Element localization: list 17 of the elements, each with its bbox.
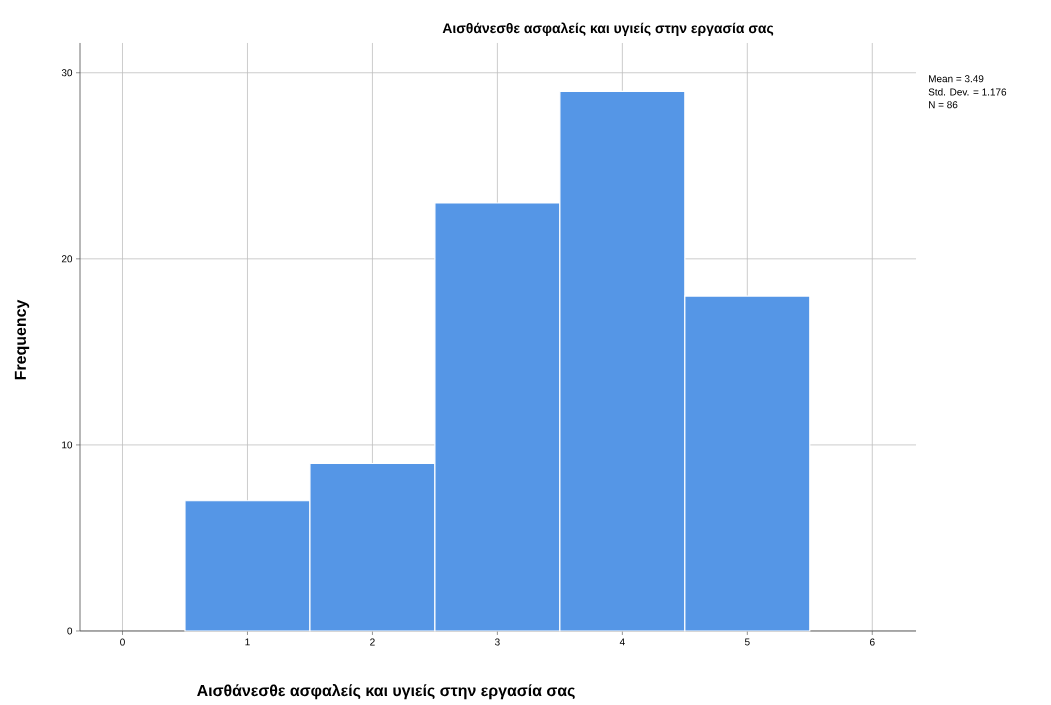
x-tick-label: 5 xyxy=(744,638,750,646)
x-tick-label: 1 xyxy=(245,638,250,646)
x-tick-label: 0 xyxy=(120,638,125,646)
x-tick-label: 3 xyxy=(494,638,500,646)
y-tick-label: 10 xyxy=(62,441,73,449)
y-axis-title: Frequency xyxy=(14,299,30,380)
y-tick-label: 20 xyxy=(61,255,73,263)
chart-title: Αισθάνεσθε ασφαλείς και υγιείς στην εργασία σας xyxy=(442,22,774,36)
text: Std. Dev. = 1.176 xyxy=(928,88,1007,96)
y-tick-label: 30 xyxy=(61,69,73,77)
text: Mean = 3.49 xyxy=(929,75,984,83)
y-tick-label: 0 xyxy=(67,627,73,635)
x-tick-label: 4 xyxy=(619,638,625,646)
x-axis-title: Αισθάνεσθε ασφαλείς και υγιείς στην εργασία σας xyxy=(197,684,575,700)
x-tick-label: 6 xyxy=(870,638,875,646)
x-tick-label: 2 xyxy=(370,638,375,646)
text: N = 86 xyxy=(929,101,958,109)
